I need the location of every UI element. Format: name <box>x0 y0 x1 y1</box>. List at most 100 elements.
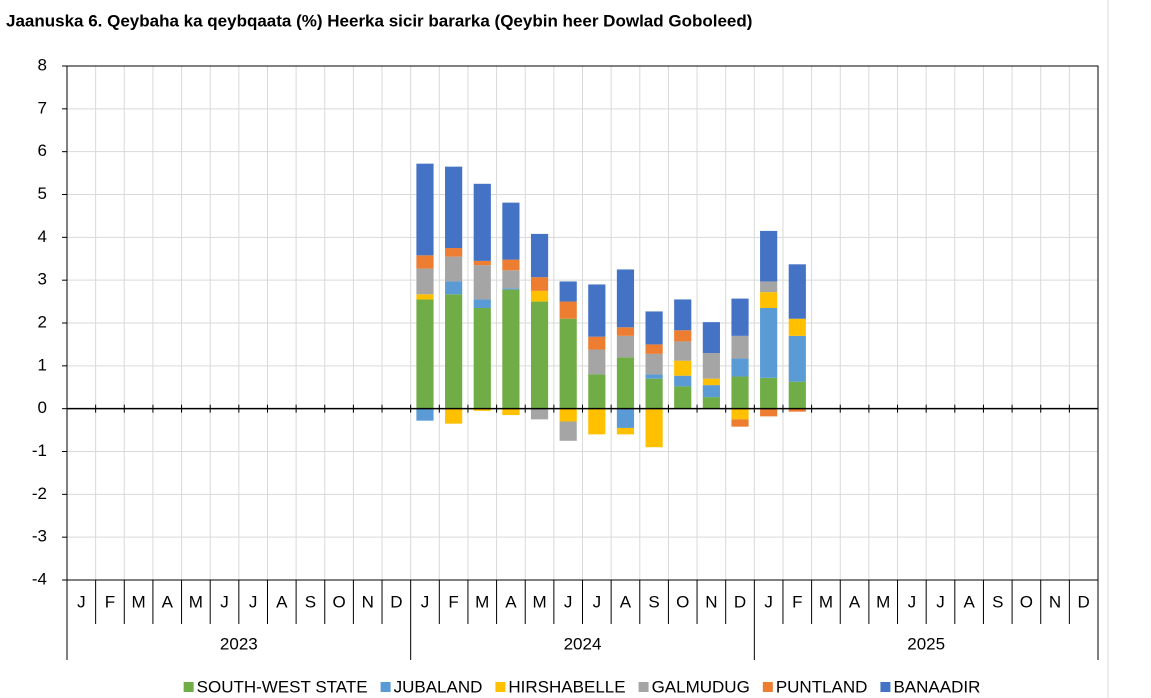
legend-label: HIRSHABELLE <box>508 677 625 696</box>
bar-segment <box>760 408 778 417</box>
bar-segment <box>616 408 635 428</box>
bar-segment <box>616 335 635 358</box>
x-tick-label: A <box>505 592 517 611</box>
bar-segment <box>416 299 434 409</box>
bar-segment <box>645 353 663 375</box>
x-tick-label: F <box>448 592 458 611</box>
bar-segment <box>702 352 720 379</box>
bar-segment <box>731 298 749 336</box>
x-tick-label: F <box>105 592 115 611</box>
x-tick-label: M <box>532 592 546 611</box>
x-tick-label: O <box>676 592 689 611</box>
x-tick-label: D <box>1078 592 1090 611</box>
x-tick-label: A <box>849 592 861 611</box>
bar-segment <box>416 408 434 421</box>
x-tick-label: S <box>305 592 316 611</box>
bar-segment <box>416 268 434 295</box>
bar-segment <box>674 375 692 387</box>
bar-segment <box>445 408 463 424</box>
bar-segment <box>559 281 577 302</box>
x-tick-label: M <box>475 592 489 611</box>
bar-segment <box>731 419 749 427</box>
bar-segment <box>530 277 549 291</box>
bar-segment <box>616 427 635 435</box>
y-tick-label: 0 <box>38 398 47 417</box>
legend-swatch <box>495 682 506 692</box>
y-tick-label: 3 <box>38 270 47 289</box>
bar-segment <box>731 376 749 409</box>
bar-segment <box>645 408 663 448</box>
bar-segment <box>588 336 606 350</box>
bar-segment <box>445 256 463 282</box>
bar-segment <box>473 299 491 309</box>
x-tick-label: J <box>249 592 258 611</box>
x-tick-label: A <box>620 592 632 611</box>
y-tick-label: 4 <box>38 227 47 246</box>
bar-segment <box>588 349 606 375</box>
bar-segment <box>416 294 434 300</box>
bar-segment <box>760 230 778 282</box>
bar-segment <box>645 378 663 409</box>
y-tick-label: -3 <box>32 527 47 546</box>
x-tick-label: D <box>734 592 746 611</box>
bar-segment <box>731 358 749 377</box>
bar-segment <box>502 288 520 290</box>
x-tick-label: J <box>936 592 945 611</box>
bar-segment <box>645 311 663 345</box>
legend-label: JUBALAND <box>394 677 483 696</box>
y-tick-label: -4 <box>32 569 47 588</box>
legend-swatch <box>380 682 391 692</box>
bar-segment <box>760 292 778 309</box>
x-tick-label: N <box>1049 592 1061 611</box>
group-label: 2023 <box>220 634 258 653</box>
bar-segment <box>588 408 606 435</box>
x-tick-label: O <box>332 592 345 611</box>
bar-segment <box>473 408 491 411</box>
bar-segment <box>502 202 520 260</box>
bar-segment <box>674 360 692 376</box>
bar-segment <box>674 341 692 361</box>
bar-segment <box>502 259 520 271</box>
bar-segment <box>445 248 463 257</box>
x-tick-label: F <box>792 592 802 611</box>
bar-segment <box>674 299 692 331</box>
y-tick-label: 5 <box>38 184 47 203</box>
bar-segment <box>760 377 778 409</box>
x-tick-label: J <box>593 592 602 611</box>
y-tick-label: 7 <box>38 98 47 117</box>
y-tick-label: 6 <box>38 141 47 160</box>
bar-segment <box>731 408 749 420</box>
bar-segment <box>645 374 663 379</box>
bar-segment <box>702 397 720 409</box>
bar-segment <box>502 289 520 409</box>
bar-segment <box>588 374 606 409</box>
bar-segment <box>788 264 806 319</box>
bar-segment <box>788 381 806 409</box>
x-tick-label: N <box>362 592 374 611</box>
x-tick-label: J <box>220 592 229 611</box>
bar-segment <box>788 335 806 382</box>
y-tick-label: -2 <box>32 484 47 503</box>
x-tick-label: N <box>705 592 717 611</box>
group-label: 2025 <box>907 634 945 653</box>
x-tick-label: M <box>876 592 890 611</box>
bar-segment <box>416 255 434 269</box>
x-tick-label: S <box>648 592 659 611</box>
bar-segment <box>616 269 635 328</box>
x-tick-label: O <box>1020 592 1033 611</box>
bar-segment <box>645 344 663 354</box>
x-tick-label: M <box>819 592 833 611</box>
legend-label: BANAADIR <box>893 677 980 696</box>
bar-segment <box>702 322 720 353</box>
x-tick-label: J <box>421 592 430 611</box>
group-label: 2024 <box>564 634 602 653</box>
bar-segment <box>445 281 463 295</box>
x-tick-label: D <box>390 592 402 611</box>
y-tick-label: 8 <box>38 55 47 74</box>
bar-segment <box>502 270 520 289</box>
legend-label: GALMUDUG <box>652 677 750 696</box>
bar-segment <box>702 385 720 398</box>
x-tick-label: J <box>77 592 86 611</box>
bar-segment <box>588 284 606 337</box>
